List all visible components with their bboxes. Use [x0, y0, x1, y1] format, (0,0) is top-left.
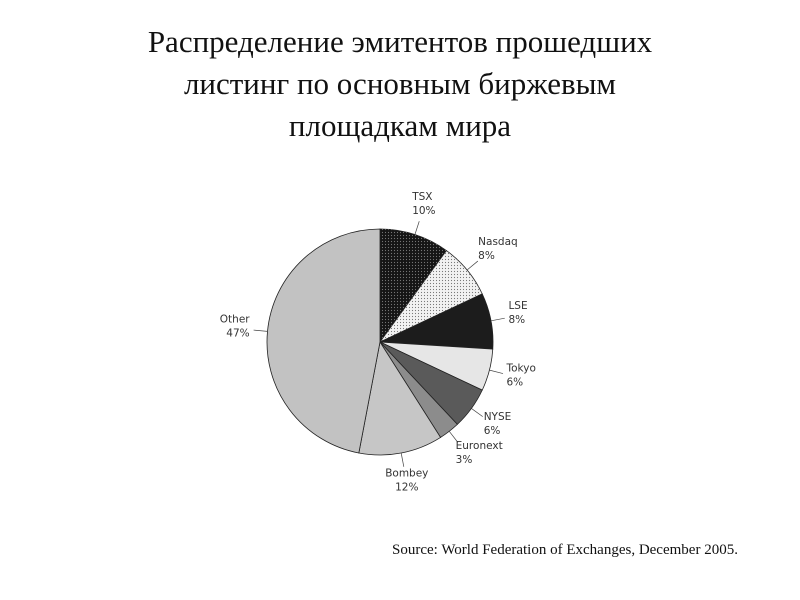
leader-line [448, 431, 459, 443]
slice-texture [380, 229, 447, 342]
slice-label: LSE [508, 300, 527, 312]
leader-line [489, 369, 504, 374]
pie-slice [266, 228, 381, 454]
slice-texture [380, 250, 483, 342]
leader-line [400, 452, 405, 467]
slice-label: TSX [411, 191, 432, 203]
slice-label: NYSE [484, 411, 512, 423]
slice-value-label: 3% [456, 454, 473, 466]
leader-line [253, 329, 268, 332]
slice-value-label: 12% [395, 481, 418, 493]
slice-label: Bombey [385, 467, 428, 479]
leader-line [490, 317, 505, 322]
chart-title: площадкам мира [289, 108, 511, 143]
slice-label: Tokyo [506, 363, 536, 375]
leader-line [414, 221, 420, 235]
slice-value-label: 6% [484, 425, 501, 437]
slice-value-label: 6% [507, 377, 524, 389]
slice-label: Nasdaq [478, 236, 518, 248]
slice-value-label: 47% [226, 328, 249, 340]
leader-line [466, 260, 479, 271]
slice-value-label: 8% [478, 250, 495, 262]
leader-line [471, 408, 483, 417]
slice-label: Other [220, 314, 250, 326]
slice-value-label: 8% [508, 314, 525, 326]
chart-title: листинг по основным биржевым [184, 66, 616, 101]
source-note: Source: World Federation of Exchanges, D… [392, 542, 738, 558]
chart-title: Распределение эмитентов прошедших [148, 24, 653, 59]
slice-value-label: 10% [412, 205, 435, 217]
slice-label: Euronext [456, 440, 503, 452]
pie-slice [358, 340, 442, 456]
